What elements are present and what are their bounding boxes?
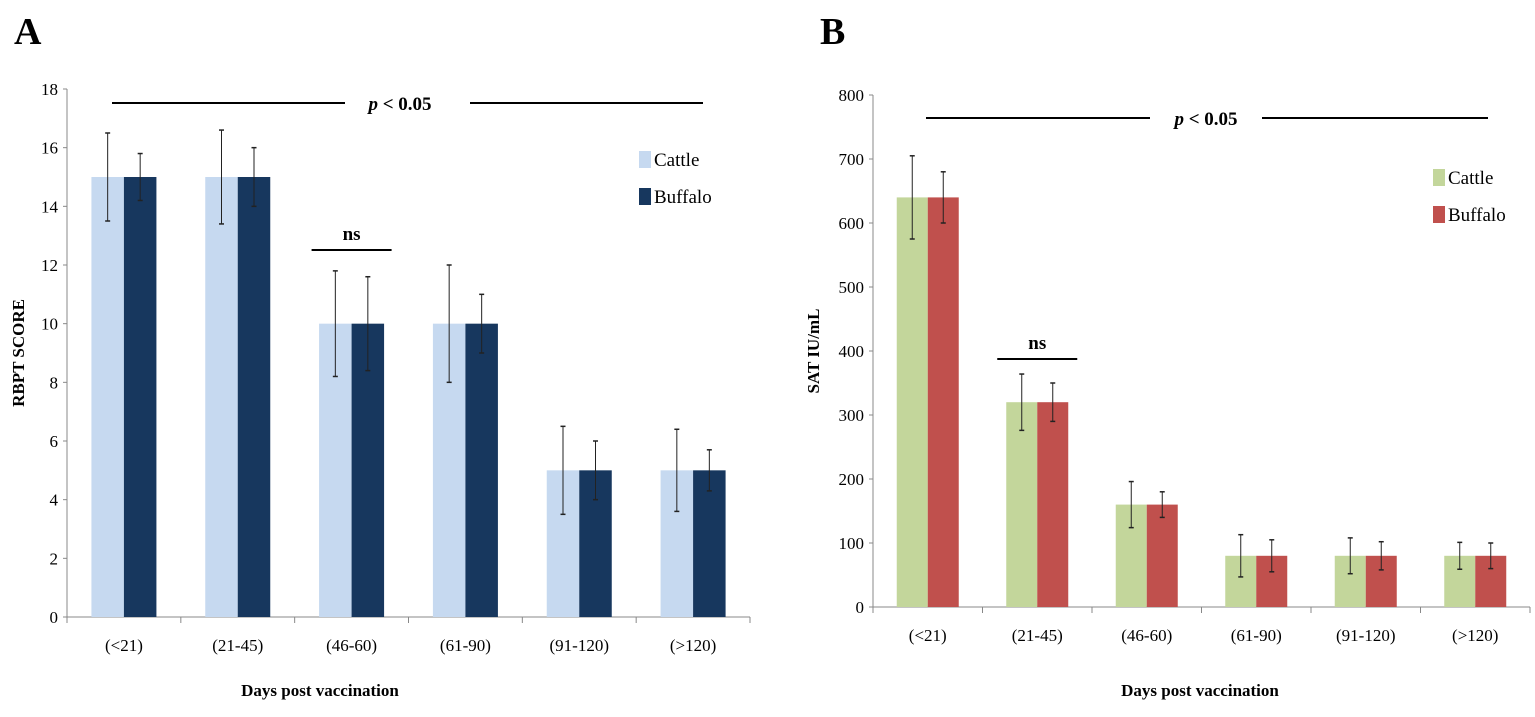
ns-label: ns	[343, 224, 361, 245]
p-threshold: < 0.05	[1184, 109, 1238, 130]
x-tick-label: (46-60)	[1121, 626, 1172, 645]
x-tick-label: (21-45)	[1012, 626, 1063, 645]
bar-cattle	[91, 177, 124, 617]
bar-buffalo	[237, 177, 271, 617]
y-tick-label: 100	[839, 534, 865, 553]
ns-label: ns	[1028, 333, 1046, 354]
x-tick-label: (>120)	[670, 636, 716, 655]
y-tick-label: 10	[41, 315, 58, 334]
x-axis-label: Days post vaccination	[241, 681, 399, 700]
legend-swatch-cattle	[1433, 169, 1445, 186]
x-tick-label: (<21)	[909, 626, 947, 645]
x-tick-label: (61-90)	[1231, 626, 1282, 645]
y-axis-label: RBPT SCORE	[9, 299, 28, 407]
bar-cattle	[205, 177, 238, 617]
bar-buffalo	[1146, 504, 1178, 607]
legend-label-cattle: Cattle	[654, 150, 699, 171]
x-axis-label: Days post vaccination	[1121, 681, 1279, 700]
y-tick-label: 12	[41, 256, 58, 275]
legend-label-buffalo: Buffalo	[1448, 205, 1506, 226]
panel-label: B	[820, 11, 845, 53]
x-tick-label: (91-120)	[550, 636, 609, 655]
y-tick-label: 400	[839, 342, 865, 361]
significance-label: p < 0.05	[1172, 109, 1237, 130]
y-tick-label: 6	[50, 432, 59, 451]
x-tick-label: (46-60)	[326, 636, 377, 655]
chart-panel-a: A 0 2 4 6 8 10 12 14 16 18 (<21) (21-45) (46-60) (61-9…	[9, 11, 751, 700]
x-tick-label: (91-120)	[1336, 626, 1395, 645]
significance-label: p < 0.05	[366, 94, 431, 115]
x-tick-label: (21-45)	[212, 636, 263, 655]
legend-label-buffalo: Buffalo	[654, 187, 712, 208]
y-tick-label: 200	[839, 470, 865, 489]
panel-label: A	[14, 11, 42, 53]
y-tick-label: 14	[41, 197, 59, 216]
y-tick-label: 300	[839, 406, 865, 425]
bar-buffalo	[693, 470, 726, 617]
y-tick-label: 0	[856, 598, 865, 617]
y-tick-label: 800	[839, 86, 865, 105]
y-tick-label: 18	[41, 80, 58, 99]
p-threshold: < 0.05	[378, 94, 432, 115]
y-axis-label: SAT IU/mL	[804, 309, 823, 394]
x-tick-label: (>120)	[1452, 626, 1498, 645]
p-symbol: p	[366, 94, 378, 115]
y-tick-label: 4	[50, 491, 59, 510]
x-tick-label: (<21)	[105, 636, 143, 655]
legend-swatch-buffalo	[639, 188, 651, 205]
bar-buffalo	[351, 323, 385, 617]
y-tick-label: 16	[41, 139, 58, 158]
bar-cattle	[896, 197, 928, 607]
y-tick-label: 600	[839, 214, 865, 233]
x-tick-label: (61-90)	[440, 636, 491, 655]
legend-swatch-buffalo	[1433, 206, 1445, 223]
y-tick-label: 700	[839, 150, 865, 169]
legend-label-cattle: Cattle	[1448, 168, 1493, 189]
y-tick-label: 0	[50, 608, 59, 627]
bar-buffalo	[465, 323, 498, 617]
bar-buffalo	[927, 197, 959, 607]
y-tick-label: 8	[50, 373, 59, 392]
p-symbol: p	[1172, 109, 1184, 130]
y-tick-label: 500	[839, 278, 865, 297]
legend-swatch-cattle	[639, 151, 651, 168]
bar-buffalo	[123, 177, 157, 617]
bar-buffalo	[1037, 402, 1069, 607]
bar-cattle	[1006, 402, 1038, 607]
chart-panel-b: B 0 100 200 300 400 500 600 700 800 (<21) (21-45) (4…	[804, 11, 1531, 700]
y-tick-label: 2	[50, 549, 59, 568]
